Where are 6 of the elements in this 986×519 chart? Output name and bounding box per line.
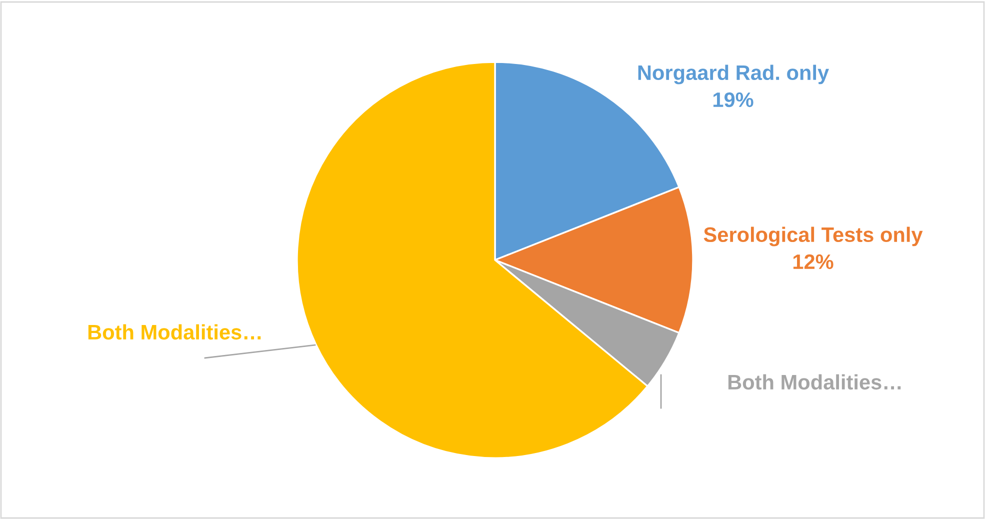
data-label: 19% [713, 92, 754, 108]
slice-label: Serological Tests only [704, 226, 923, 246]
slice-label: Both Modalities… [728, 374, 901, 390]
slice-label: Norgaard Rad. only [638, 64, 829, 84]
slice-label: Both Modalities… [88, 324, 261, 340]
data-label: 12% [793, 254, 834, 270]
